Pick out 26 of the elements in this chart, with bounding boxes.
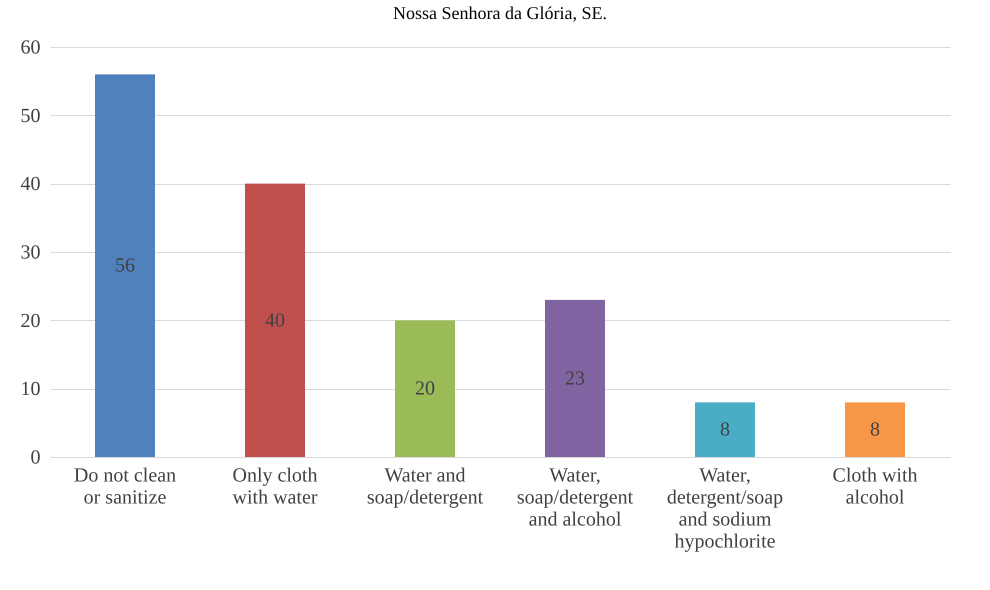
y-tick-label: 20: [20, 310, 40, 332]
bar: [245, 184, 305, 457]
y-tick-label: 30: [20, 242, 40, 264]
data-label: 23: [565, 367, 585, 390]
chart-title: Nossa Senhora da Glória, SE.: [393, 3, 607, 23]
x-tick-label: Water and soap/detergent: [366, 464, 484, 508]
data-label: 8: [720, 418, 730, 441]
x-tick-label: Water, detergent/soap and sodium hypochlorite: [666, 464, 784, 552]
data-label: 40: [265, 309, 285, 332]
bar: [95, 74, 155, 457]
data-label: 56: [115, 254, 135, 277]
data-label: 20: [415, 378, 435, 400]
bar: [395, 320, 455, 457]
bar: [695, 402, 755, 457]
bar: [545, 300, 605, 457]
y-tick-label: 50: [20, 104, 40, 127]
x-tick-label: Cloth with alcohol: [832, 464, 918, 508]
x-tick-label: Only cloth with water: [232, 464, 318, 508]
y-tick-label: 40: [20, 173, 40, 196]
y-tick-label: 60: [20, 36, 40, 58]
y-tick-label: 10: [20, 378, 40, 400]
x-tick-label: Do not clean or sanitize: [74, 464, 176, 508]
x-tick-label: Water, soap/detergent and alcohol: [516, 464, 634, 530]
y-tick-label: 0: [30, 446, 40, 468]
data-label: 8: [870, 418, 880, 441]
bar: [845, 402, 905, 457]
